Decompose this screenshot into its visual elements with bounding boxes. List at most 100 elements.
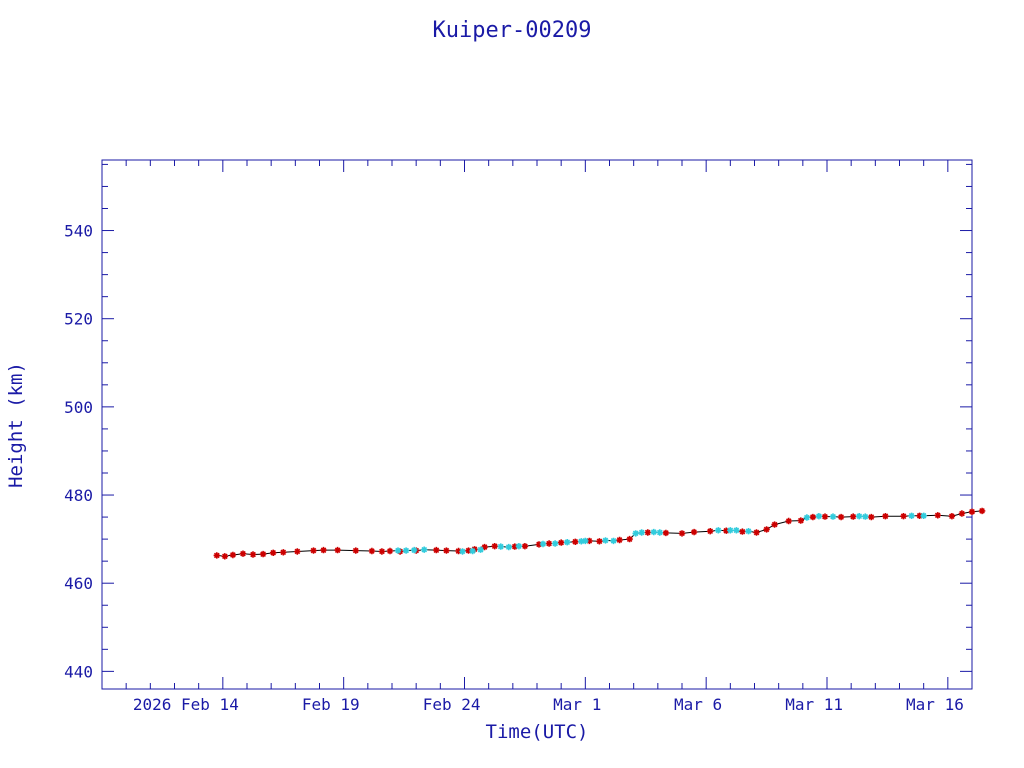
data-point-red [310, 547, 317, 554]
data-point-cyan [727, 527, 734, 534]
y-tick-label: 480 [64, 486, 93, 505]
data-point-cyan [582, 537, 589, 545]
data-point-red [723, 527, 730, 534]
data-point-red [558, 539, 565, 546]
data-point-red [443, 547, 450, 554]
data-point-cyan [469, 547, 476, 555]
data-point-cyan [715, 527, 722, 534]
data-point-cyan [459, 548, 466, 555]
data-point-red [521, 543, 529, 550]
data-point-red [320, 546, 327, 554]
data-point-cyan [497, 543, 504, 550]
x-tick-label: Feb 24 [423, 695, 481, 714]
data-point-red [259, 550, 267, 558]
data-point-red [868, 513, 875, 521]
y-tick-label: 500 [64, 398, 93, 417]
data-point-red [433, 546, 440, 554]
data-point-red [739, 528, 746, 535]
data-point-cyan [421, 546, 428, 553]
data-point-red [229, 551, 237, 559]
data-point-red [785, 517, 792, 525]
data-point-red [809, 513, 817, 521]
data-point-red [491, 543, 498, 550]
data-point-cyan [394, 547, 402, 554]
data-point-red [958, 510, 966, 517]
data-point-cyan [920, 512, 927, 519]
data-point-red [465, 547, 472, 554]
data-point-red [572, 538, 579, 545]
data-point-red [511, 543, 518, 550]
primary-series-points [213, 507, 986, 560]
data-point-cyan [515, 543, 523, 550]
y-axis-ticks [102, 163, 972, 672]
data-point-red [900, 513, 907, 520]
y-tick-label: 460 [64, 574, 93, 593]
x-axis-label: Time(UTC) [486, 721, 589, 743]
data-point-red [763, 526, 770, 533]
x-tick-label: Mar 1 [553, 695, 601, 714]
data-point-cyan [656, 529, 663, 536]
data-point-red [978, 507, 986, 515]
data-point-cyan [815, 513, 823, 520]
x-tick-label: Mar 6 [674, 695, 722, 714]
data-point-red [535, 541, 543, 548]
data-point-red [916, 512, 923, 519]
data-point-red [821, 513, 829, 520]
data-point-cyan [862, 513, 869, 520]
data-point-cyan [650, 528, 657, 536]
data-point-red [368, 547, 376, 555]
data-point-red [850, 513, 857, 520]
y-tick-label: 520 [64, 310, 93, 329]
data-point-red [626, 535, 633, 543]
data-point-cyan [803, 514, 811, 521]
data-point-red [882, 513, 889, 520]
data-point-cyan [564, 539, 571, 546]
plot-area: 440 460 480 500 520 540 2026 Feb 14 Feb 19 Feb … [64, 159, 986, 714]
y-axis-tick-labels: 440 460 480 500 520 540 [64, 222, 93, 682]
data-point-cyan [733, 527, 740, 534]
data-point-red [934, 512, 941, 519]
data-point-red [771, 521, 778, 528]
x-axis-tick-labels: 2026 Feb 14 Feb 19 Feb 24 Mar 1 Mar 6 Mar 11 M… [133, 695, 964, 714]
x-tick-label: Mar 11 [785, 695, 843, 714]
data-point-cyan [610, 537, 617, 545]
data-point-red [753, 529, 760, 536]
data-point-cyan [411, 546, 418, 554]
data-point-red [586, 537, 593, 545]
data-point-cyan [539, 540, 547, 548]
data-point-red [352, 547, 359, 554]
data-point-red [213, 552, 220, 559]
secondary-series-points [394, 512, 927, 555]
data-point-red [270, 549, 277, 556]
data-point-cyan [477, 546, 484, 553]
data-point-cyan [638, 529, 645, 536]
data-point-red [968, 508, 976, 515]
data-point-red [378, 548, 386, 555]
data-point-red [707, 528, 714, 535]
x-axis-ticks [125, 160, 949, 689]
data-point-cyan [602, 537, 609, 544]
data-point-cyan [908, 512, 915, 519]
data-point-cyan [505, 543, 512, 551]
data-point-red [386, 547, 394, 555]
chart-title: Kuiper-00209 [433, 18, 592, 43]
data-point-red [678, 530, 686, 537]
data-point-red [837, 513, 845, 521]
data-point-cyan [745, 528, 752, 535]
data-point-cyan [578, 538, 585, 545]
plot-frame [101, 159, 973, 690]
y-axis-label: Height (km) [5, 362, 27, 488]
data-point-red [249, 551, 257, 558]
data-point-red [334, 546, 341, 554]
y-tick-label: 440 [64, 662, 93, 681]
data-point-cyan [551, 540, 559, 547]
x-tick-label: Mar 16 [906, 695, 964, 714]
data-point-red [662, 529, 670, 537]
data-point-red [455, 547, 462, 555]
data-point-red [616, 536, 623, 544]
x-tick-label: Feb 19 [302, 695, 360, 714]
data-point-red [596, 538, 603, 545]
data-point-red [545, 540, 553, 547]
data-point-red [239, 550, 247, 557]
